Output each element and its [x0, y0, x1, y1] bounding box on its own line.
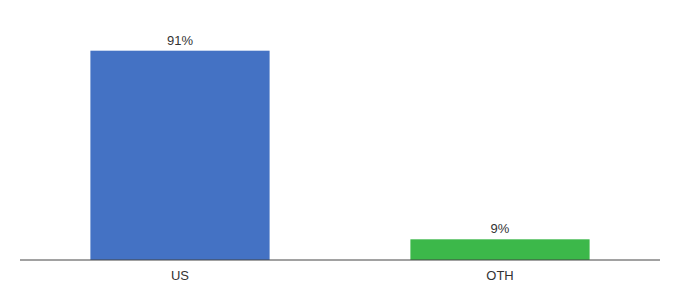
- x-ticks: US OTH: [171, 268, 514, 283]
- data-labels: 91% 9%: [167, 33, 510, 237]
- x-tick-label: US: [171, 268, 189, 283]
- bar: [410, 239, 589, 260]
- data-label: 9%: [491, 221, 510, 236]
- bars: [90, 51, 589, 260]
- bar: [90, 51, 269, 260]
- x-tick-label: OTH: [486, 268, 513, 283]
- chart-container: 91% 9% US OTH: [0, 0, 680, 300]
- data-label: 91%: [167, 33, 193, 48]
- chart-svg: 91% 9% US OTH: [0, 0, 680, 300]
- x-axis-line: [20, 260, 660, 261]
